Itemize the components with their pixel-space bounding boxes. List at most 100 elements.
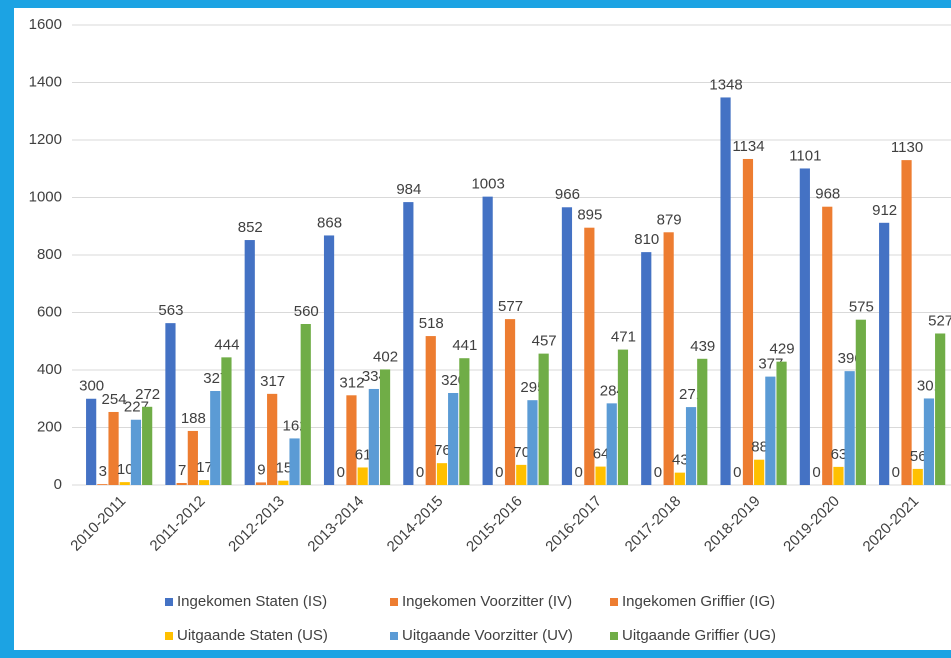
bar (527, 400, 538, 485)
bar (165, 323, 176, 485)
bar (86, 398, 97, 485)
legend-swatch (610, 632, 618, 640)
bar (142, 406, 153, 485)
bar (674, 472, 685, 485)
bar (641, 252, 652, 485)
value-label: 0 (812, 464, 820, 481)
value-label: 577 (498, 298, 523, 315)
legend-swatch (610, 598, 618, 606)
bar (300, 324, 311, 485)
bar (844, 371, 855, 485)
y-tick-label: 1200 (29, 131, 62, 148)
value-label: 0 (337, 464, 345, 481)
y-tick-label: 1000 (29, 188, 62, 205)
value-label: 879 (657, 211, 682, 228)
bar (617, 349, 629, 485)
legend-label: Ingekomen Voorzitter (IV) (402, 593, 572, 610)
bar (119, 482, 130, 485)
value-label: 0 (733, 464, 741, 481)
bar (323, 235, 335, 485)
bar (108, 411, 119, 485)
value-label: 0 (892, 464, 900, 481)
bar (97, 484, 108, 485)
value-label: 471 (611, 329, 636, 346)
y-tick-label: 1600 (29, 16, 62, 33)
value-label: 56 (910, 448, 927, 465)
bar (130, 419, 142, 485)
value-label: 312 (339, 374, 364, 391)
legend-swatch (390, 598, 398, 606)
value-label: 527 (928, 312, 951, 329)
bar (368, 388, 379, 485)
bar (403, 202, 414, 485)
value-label: 518 (419, 315, 444, 332)
bar (663, 232, 674, 485)
y-tick-label: 200 (37, 418, 62, 435)
legend-swatch (165, 632, 173, 640)
value-label: 1348 (709, 76, 742, 93)
y-tick-label: 800 (37, 246, 62, 263)
bar (584, 227, 595, 485)
legend-label: Uitgaande Griffier (UG) (622, 627, 776, 644)
bar (425, 336, 436, 485)
value-label: 560 (294, 303, 319, 320)
legend-label: Ingekomen Griffier (IG) (622, 593, 775, 610)
bar (516, 464, 527, 485)
bar (685, 407, 697, 485)
value-label: 852 (238, 219, 263, 236)
bar (198, 480, 210, 485)
bar (278, 480, 289, 485)
y-tick-label: 1400 (29, 73, 62, 90)
value-label: 441 (452, 337, 477, 354)
bar (822, 206, 833, 485)
y-tick-label: 0 (54, 476, 62, 493)
value-label: 912 (872, 202, 897, 219)
bar (267, 393, 278, 485)
bar (935, 333, 946, 485)
value-label: 61 (355, 446, 372, 463)
value-label: 9 (257, 461, 265, 478)
value-label: 64 (593, 446, 610, 463)
bar (176, 482, 187, 485)
y-tick-label: 600 (37, 303, 62, 320)
value-label: 868 (317, 214, 342, 231)
bar (754, 459, 765, 485)
bar (901, 160, 912, 485)
bar (561, 207, 573, 485)
bar (912, 468, 923, 485)
value-label: 0 (416, 464, 424, 481)
bar (879, 222, 890, 486)
value-label: 15 (276, 460, 293, 477)
bar (595, 466, 606, 485)
value-label: 188 (181, 410, 206, 427)
bar (833, 466, 844, 485)
bar (855, 319, 866, 485)
chart-area (14, 8, 951, 650)
bar (346, 395, 357, 485)
bar (799, 168, 810, 485)
legend-label: Uitgaande Staten (US) (177, 627, 328, 644)
legend-swatch (390, 632, 398, 640)
value-label: 1130 (891, 139, 923, 156)
value-label: 43 (672, 452, 689, 469)
value-label: 966 (555, 186, 580, 203)
value-label: 1134 (732, 138, 764, 155)
bar (538, 353, 549, 485)
bar (776, 361, 787, 485)
value-label: 563 (158, 302, 183, 319)
legend-swatch (165, 598, 173, 606)
value-label: 457 (532, 333, 557, 350)
value-label: 439 (690, 338, 715, 355)
value-label: 76 (434, 442, 451, 459)
value-label: 1003 (471, 176, 504, 193)
bar (459, 358, 470, 485)
value-label: 7 (178, 462, 186, 479)
value-label: 10 (117, 461, 134, 478)
value-label: 3 (99, 463, 107, 480)
value-label: 895 (577, 207, 602, 224)
bar (379, 369, 391, 485)
bar (742, 158, 754, 485)
bar (357, 467, 368, 485)
